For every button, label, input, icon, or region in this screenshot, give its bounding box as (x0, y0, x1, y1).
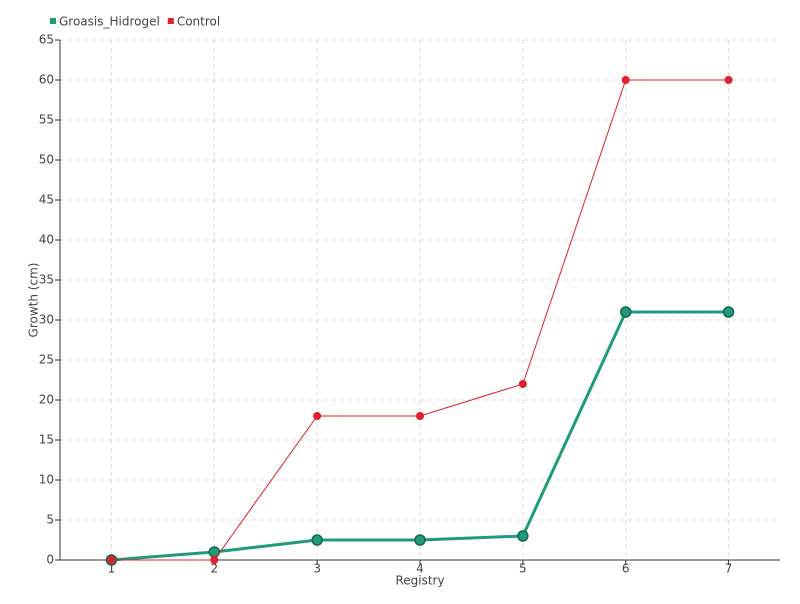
point (313, 412, 322, 420)
legend-label: Groasis_Hidrogel (59, 15, 160, 29)
point (311, 534, 323, 546)
y-tick-label: 0 (46, 553, 54, 567)
point (518, 380, 527, 388)
point (107, 556, 116, 564)
y-tick-label: 15 (39, 433, 54, 447)
y-tick-label: 20 (39, 393, 54, 407)
point (414, 534, 426, 546)
x-tick-label: 5 (519, 562, 527, 576)
y-tick-label: 60 (39, 73, 54, 87)
y-tick-label: 55 (39, 113, 54, 127)
y-tick-label: 10 (39, 473, 54, 487)
y-tick-label: 45 (39, 193, 54, 207)
y-tick-label: 30 (39, 313, 54, 327)
y-tick-label: 35 (39, 273, 54, 287)
point (722, 306, 735, 318)
x-tick-label: 6 (622, 562, 630, 576)
x-tick-label: 3 (313, 562, 321, 576)
point (724, 76, 733, 84)
y-tick-label: 25 (39, 353, 54, 367)
x-tick-label: 2 (210, 562, 218, 576)
x-axis-label: Registry (395, 574, 444, 588)
point (210, 556, 219, 564)
legend-swatch (50, 18, 56, 24)
point (619, 306, 632, 318)
point (416, 412, 424, 420)
y-tick-label: 50 (39, 153, 54, 167)
point (621, 76, 630, 84)
x-tick-label: 4 (416, 562, 424, 576)
y-tick-label: 65 (39, 33, 54, 47)
legend-swatch (167, 18, 174, 24)
point (517, 530, 529, 542)
x-tick-label: 7 (725, 562, 733, 576)
y-tick-label: 40 (39, 233, 54, 247)
legend-label: Control (177, 15, 220, 29)
x-tick-label: 1 (108, 562, 116, 576)
y-tick-label: 5 (46, 513, 54, 527)
y-axis-label: Growth (cm) (27, 263, 41, 338)
